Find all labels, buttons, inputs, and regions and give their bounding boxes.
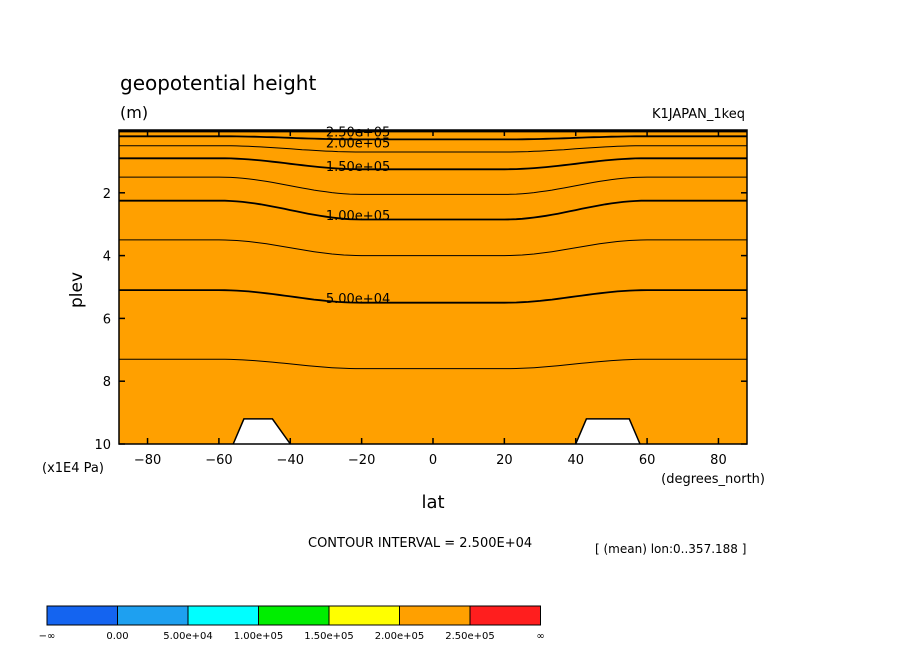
- colorbar-label-8: ∞: [536, 631, 544, 642]
- colorbar-label-6: 2.00e+05: [375, 631, 425, 642]
- x-tick-label: −60: [205, 453, 232, 468]
- fill-band-2e5-2.5e5: [119, 130, 747, 444]
- y-tick-label: 8: [103, 375, 111, 390]
- contour-label-4: 1.00e+05: [326, 209, 390, 224]
- x-tick-label: 80: [710, 453, 727, 468]
- y-tick-label: 6: [103, 312, 111, 327]
- contour-line-100000: [119, 199, 747, 221]
- x-tick-label: 40: [567, 453, 584, 468]
- colorbar-swatch-6: [399, 605, 471, 626]
- x-tick-label: −20: [348, 453, 375, 468]
- colorbar: −∞ 0.00 5.00e+04 1.00e+05 1.50e+05 2.00e+05 2.…: [39, 605, 545, 642]
- y-tick-label: 2: [103, 187, 111, 202]
- colorbar-swatch-2: [117, 605, 189, 626]
- y-tick-label: 10: [94, 438, 111, 453]
- x-tick-label: 60: [639, 453, 656, 468]
- colorbar-label-7: 2.50e+05: [445, 631, 495, 642]
- x-tick-label: −40: [277, 453, 304, 468]
- contour-line-200000: [119, 135, 747, 141]
- contour-label-3: 1.50e+05: [326, 160, 390, 175]
- colorbar-label-5: 1.50e+05: [304, 631, 354, 642]
- colorbar-swatch-4: [258, 605, 330, 626]
- contour-line-25000: [119, 358, 747, 370]
- axes: −80 −60 −40 −20 0 20 40 60 80 2 4 6 8 10: [94, 130, 747, 468]
- contour-line-75000: [119, 239, 747, 257]
- y-axis-title: plev: [67, 272, 87, 308]
- x-tick-label: −80: [134, 453, 161, 468]
- colorbar-swatch-5: [328, 605, 400, 626]
- colorbar-label-2: 0.00: [106, 631, 128, 642]
- colorbar-swatch-1: [46, 605, 118, 626]
- mean-note: [ (mean) lon:0..357.188 ]: [595, 542, 746, 556]
- x-axis-title: lat: [421, 492, 444, 513]
- filled-contours: [119, 130, 747, 445]
- contour-label-2: 2.00e+05: [326, 137, 390, 152]
- missing-data-region-1: [232, 418, 291, 445]
- missing-data-regions: [232, 418, 641, 445]
- colorbar-label-4: 1.00e+05: [234, 631, 284, 642]
- chart-units: (m): [120, 103, 148, 122]
- colorbar-label-1: −∞: [39, 631, 56, 642]
- y-tick-label: 4: [103, 250, 111, 265]
- contour-line-150000: [119, 157, 747, 171]
- run-label: K1JAPAN_1keq: [652, 107, 745, 122]
- x-tick-label: 20: [496, 453, 513, 468]
- chart-title: geopotential height: [120, 71, 316, 95]
- missing-data-region-2: [575, 418, 641, 445]
- colorbar-label-3: 5.00e+04: [163, 631, 213, 642]
- contour-line-125000: [119, 176, 747, 195]
- contour-interval-label: CONTOUR INTERVAL = 2.500E+04: [308, 536, 532, 551]
- contour-label-5: 5.00e+04: [326, 292, 390, 307]
- x-tick-label: 0: [429, 453, 437, 468]
- contour-line-50000: [119, 289, 747, 304]
- x-axis-unit: (degrees_north): [661, 472, 765, 487]
- y-axis-unit: (x1E4 Pa): [42, 461, 104, 476]
- colorbar-swatch-3: [187, 605, 259, 626]
- contour-line-175000: [119, 145, 747, 153]
- colorbar-swatch-7: [469, 605, 541, 626]
